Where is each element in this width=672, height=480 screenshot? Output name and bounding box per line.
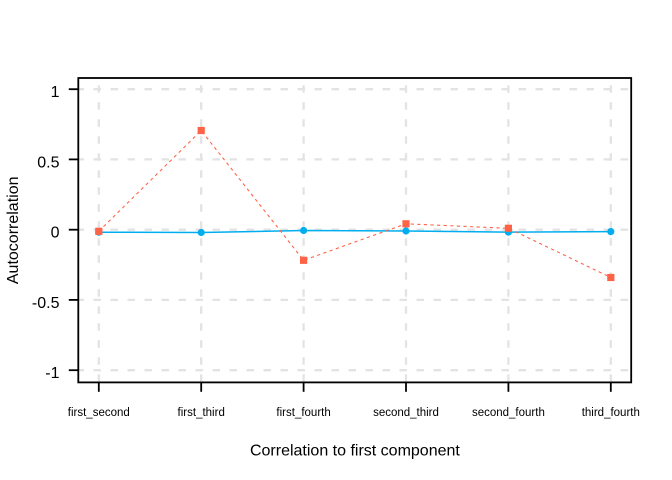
svg-text:third_fourth: third_fourth	[582, 407, 640, 419]
svg-text:Autocorrelation: Autocorrelation	[5, 176, 22, 284]
svg-text:first_third: first_third	[178, 407, 225, 419]
svg-text:second_fourth: second_fourth	[472, 407, 545, 419]
svg-text:Correlation to first component: Correlation to first component	[250, 442, 460, 459]
svg-text:1: 1	[51, 84, 60, 101]
svg-text:0.5: 0.5	[37, 154, 59, 171]
svg-text:-1: -1	[45, 365, 59, 382]
svg-text:first_fourth: first_fourth	[276, 407, 330, 419]
svg-text:second_third: second_third	[373, 407, 439, 419]
svg-text:first_second: first_second	[68, 407, 130, 419]
svg-text:0: 0	[51, 225, 60, 242]
svg-text:-0.5: -0.5	[32, 295, 60, 312]
